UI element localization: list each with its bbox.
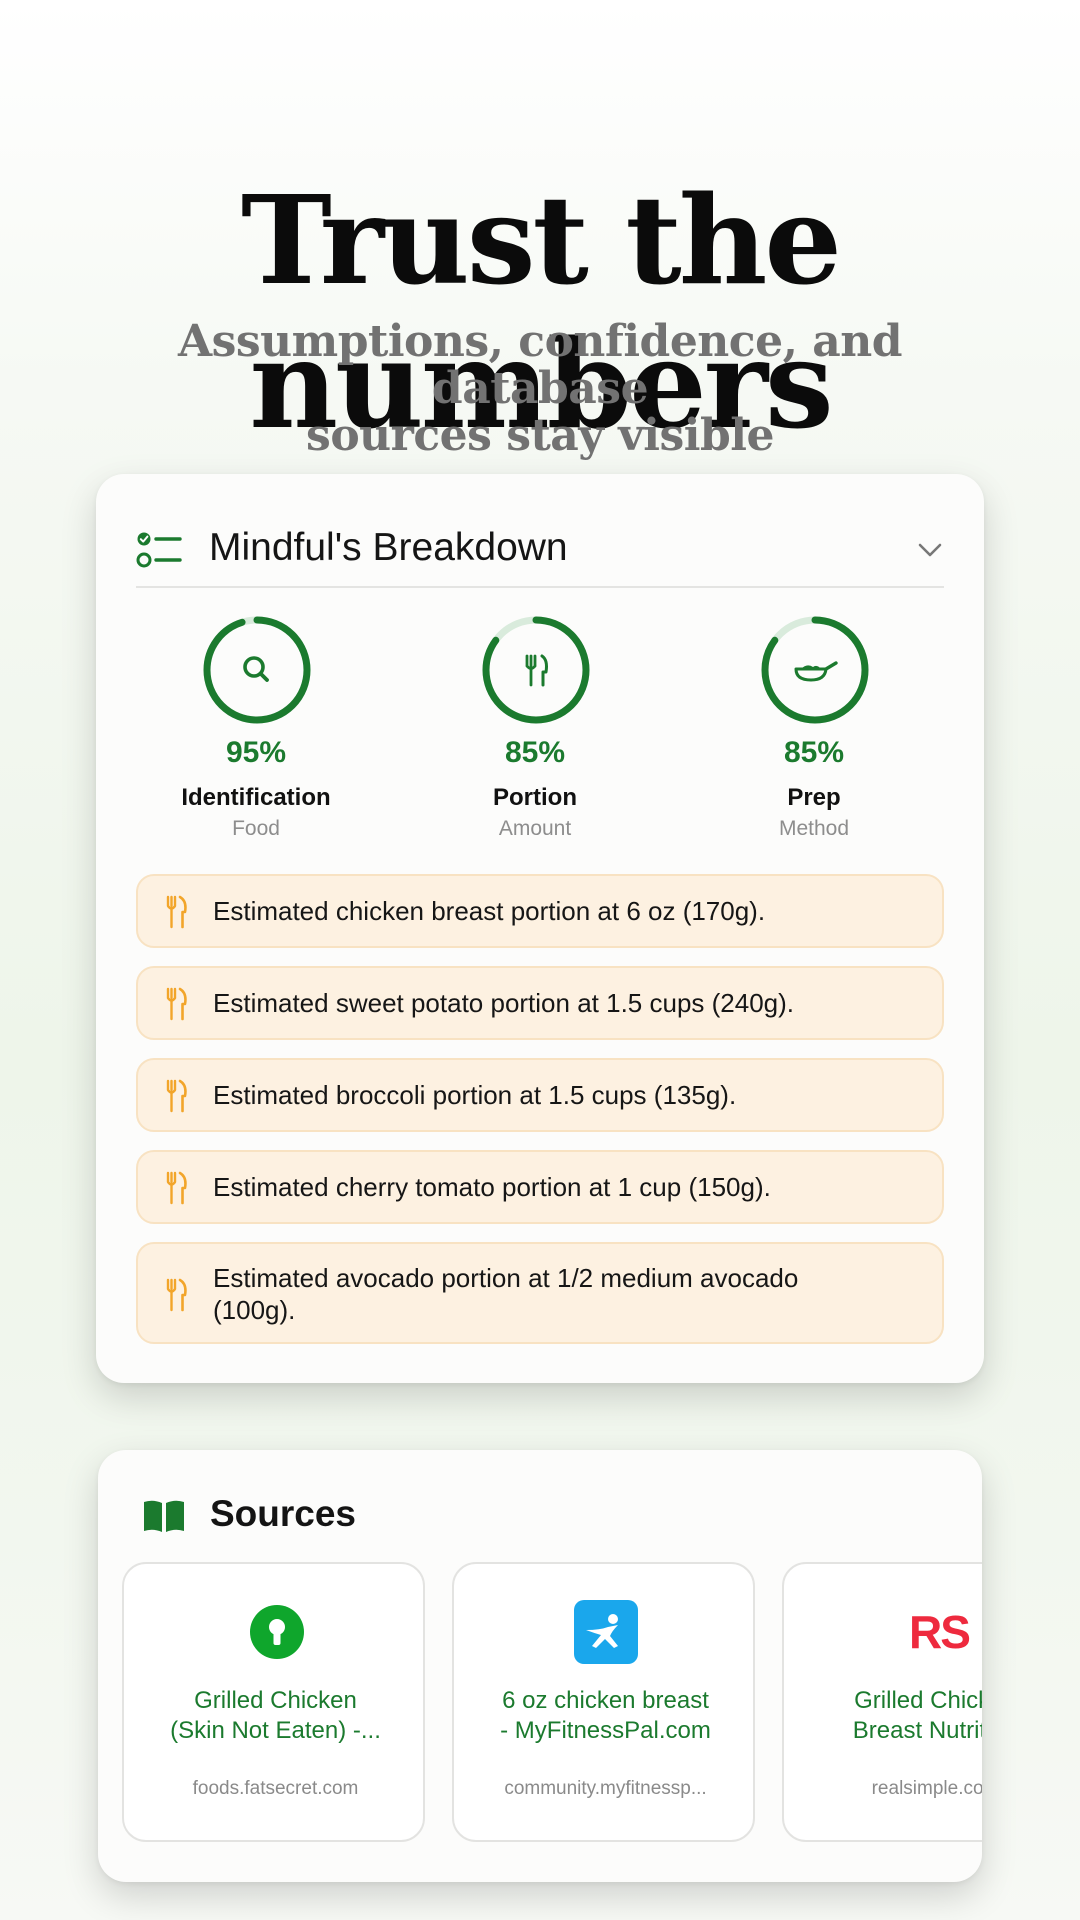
metric-percent: 95%	[225, 736, 287, 769]
fork-knife-icon	[525, 654, 548, 687]
source-name: Grilled Chicken (Skin Not Eaten) -...	[136, 1686, 415, 1746]
search-icon	[243, 656, 269, 682]
assumption-item: Estimated broccoli portion at 1.5 cups (…	[136, 1058, 944, 1132]
realsimple-logo: RS	[909, 1606, 971, 1658]
fatsecret-logo	[250, 1605, 304, 1659]
assumption-text: Estimated sweet potato portion at 1.5 cu…	[213, 987, 902, 1019]
metric-prep: 85% Prep Method	[704, 614, 924, 844]
confidence-ring	[201, 614, 313, 726]
assumption-text: Estimated cherry tomato portion at 1 cup…	[213, 1171, 902, 1203]
fork-knife-icon	[166, 1278, 187, 1312]
metric-sublabel: Amount	[498, 817, 572, 840]
assumption-text: Estimated chicken breast portion at 6 oz…	[213, 895, 902, 927]
breakdown-header[interactable]: Mindful's Breakdown	[136, 514, 944, 586]
source-card[interactable]: RS Grilled Chicken Breast Nutrition real…	[782, 1562, 982, 1842]
source-host: community.myfitnessp...	[504, 1778, 707, 1799]
source-host: foods.fatsecret.com	[192, 1778, 359, 1799]
ring-graphic	[761, 616, 869, 724]
metric-sublabel: Method	[778, 817, 850, 840]
assumption-text-line-1: Estimated sweet potato portion at 1.5 cu…	[213, 988, 795, 1018]
assumption-text-line-1: Estimated chicken breast portion at 6 oz…	[213, 896, 766, 926]
source-name-line-2: (Skin Not Eaten) -...	[170, 1717, 381, 1744]
metric-label: Portion	[493, 784, 577, 811]
chevron-down-icon[interactable]	[916, 536, 944, 564]
subheadline-line-2: sources stay visible	[306, 410, 774, 461]
source-card[interactable]: 6 oz chicken breast - MyFitnessPal.com c…	[452, 1562, 755, 1842]
source-host: realsimple.com	[871, 1778, 982, 1799]
book-icon	[144, 1500, 184, 1532]
metric-percent: 85%	[783, 736, 845, 769]
breakdown-card: Mindful's Breakdown 95% Identification F…	[96, 474, 984, 1383]
subheadline: Assumptions, confidence, and database so…	[80, 318, 1000, 459]
fork-knife-icon	[166, 1171, 187, 1205]
sources-card: Sources Grilled Chicken (Skin Not Eaten)…	[98, 1450, 982, 1882]
confidence-ring	[759, 614, 871, 726]
assumption-item: Estimated cherry tomato portion at 1 cup…	[136, 1150, 944, 1224]
metric-label: Identification	[181, 784, 331, 811]
assumption-item: Estimated sweet potato portion at 1.5 cu…	[136, 966, 944, 1040]
ring-graphic	[203, 616, 311, 724]
assumption-item: Estimated chicken breast portion at 6 oz…	[136, 874, 944, 948]
metric-identification: 95% Identification Food	[146, 614, 366, 844]
source-name-line-2: - MyFitnessPal.com	[500, 1717, 711, 1744]
fork-knife-icon	[166, 1079, 187, 1113]
assumption-text-line-1: Estimated broccoli portion at 1.5 cups (…	[213, 1080, 737, 1110]
assumption-text: Estimated avocado portion at 1/2 medium …	[213, 1262, 902, 1326]
header-divider	[136, 586, 944, 588]
source-name-line-1: 6 oz chicken breast	[502, 1687, 709, 1714]
assumption-text-line-1: Estimated avocado portion at 1/2 medium …	[213, 1263, 799, 1293]
source-name: 6 oz chicken breast - MyFitnessPal.com	[466, 1686, 745, 1746]
sources-title: Sources	[210, 1493, 357, 1534]
metric-label: Prep	[787, 784, 841, 811]
ring-graphic	[482, 616, 590, 724]
subheadline-line-1: Assumptions, confidence, and database	[178, 316, 903, 414]
assumption-text: Estimated broccoli portion at 1.5 cups (…	[213, 1079, 902, 1111]
metric-portion: 85% Portion Amount	[425, 614, 645, 844]
source-card[interactable]: Grilled Chicken (Skin Not Eaten) -... fo…	[122, 1562, 425, 1842]
headline: Trust the numbers	[240, 168, 842, 456]
confidence-ring	[480, 614, 592, 726]
breakdown-title: Mindful's Breakdown	[209, 526, 568, 569]
fork-knife-icon	[166, 895, 187, 929]
checklist-icon	[136, 532, 182, 568]
fork-knife-icon	[166, 987, 187, 1021]
assumption-text-line-2: (100g).	[213, 1295, 296, 1325]
frying-pan-icon	[794, 661, 838, 682]
metric-sublabel: Food	[232, 817, 280, 840]
source-name-line-2: Breast Nutrition	[852, 1717, 982, 1744]
metric-percent: 85%	[504, 736, 566, 769]
source-name-line-1: Grilled Chicken	[194, 1687, 357, 1714]
myfitnesspal-logo	[574, 1600, 638, 1664]
source-name-line-1: Grilled Chicken	[854, 1687, 982, 1714]
assumption-item: Estimated avocado portion at 1/2 medium …	[136, 1242, 944, 1344]
assumption-text-line-1: Estimated cherry tomato portion at 1 cup…	[213, 1172, 771, 1202]
source-name: Grilled Chicken Breast Nutrition	[796, 1686, 982, 1746]
